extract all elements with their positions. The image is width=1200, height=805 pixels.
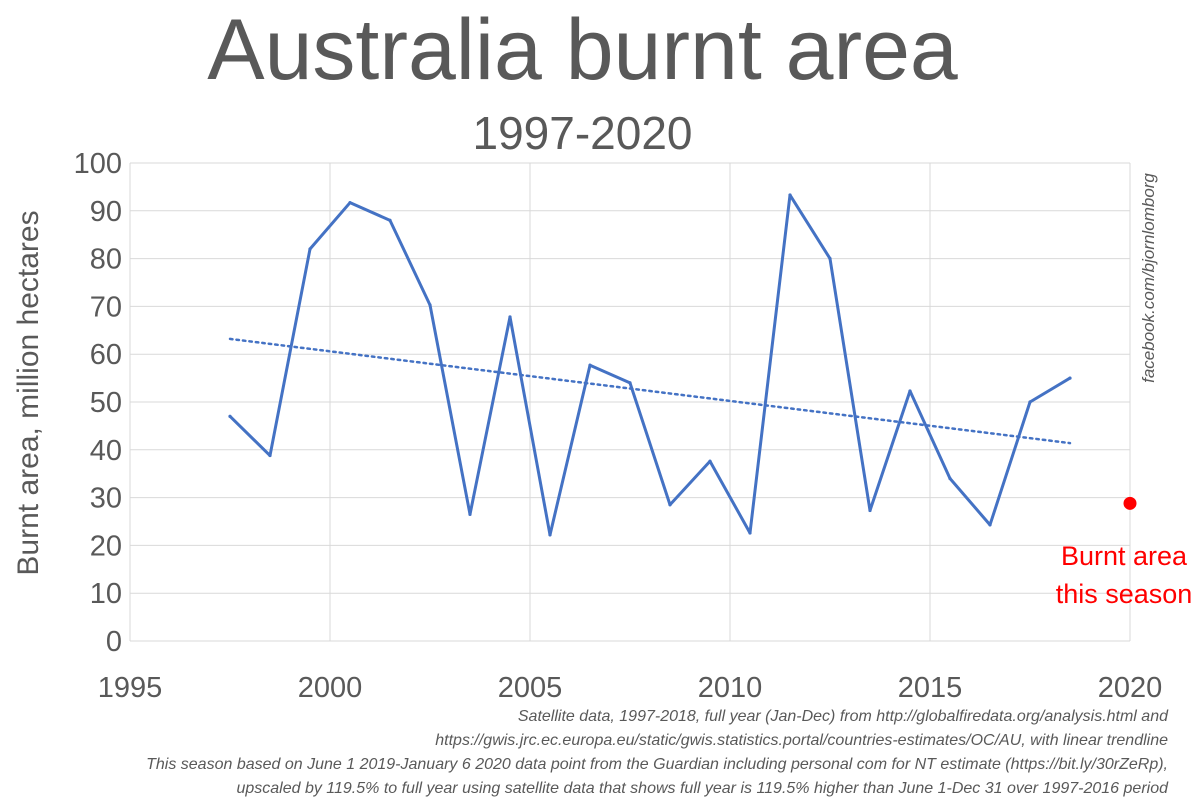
data-point — [948, 476, 952, 481]
y-tick-label: 60 — [90, 339, 122, 371]
x-tick-label: 2020 — [1098, 672, 1163, 700]
y-tick-label: 30 — [90, 483, 122, 515]
data-point — [548, 533, 552, 537]
series-line-segment — [788, 193, 832, 261]
y-tick-label: 70 — [90, 291, 122, 323]
data-point — [1068, 376, 1072, 380]
y-tick-label: 90 — [90, 196, 122, 228]
trendline — [228, 337, 1072, 445]
series-line-segment — [868, 389, 912, 513]
footnote-line-3: This season based on June 1 2019-January… — [146, 756, 1168, 773]
y-tick-label: 0 — [106, 626, 122, 658]
series-line-segment — [268, 247, 312, 458]
x-tick-label: 2010 — [698, 672, 763, 700]
data-point — [988, 523, 992, 527]
data-point — [588, 363, 592, 367]
data-point — [788, 193, 792, 197]
series-line-segment — [748, 193, 792, 535]
series-line-segment — [308, 201, 352, 251]
series-line-segment — [1028, 376, 1072, 404]
y-tick-label: 40 — [90, 435, 122, 467]
data-point — [268, 453, 272, 458]
series-line-segment — [468, 315, 512, 516]
series-line-segment — [708, 459, 752, 535]
grid-lines — [129, 162, 1131, 642]
x-tick-label: 2005 — [498, 672, 563, 700]
series-line-segment — [908, 389, 952, 480]
series-line-segment — [988, 400, 1032, 527]
data-point — [228, 414, 232, 418]
series-line-segment — [948, 476, 992, 527]
series-line-segment — [388, 218, 432, 307]
footnote-line-2: https://gwis.jrc.ec.europa.eu/static/gwi… — [435, 732, 1168, 749]
this-season-point — [1123, 496, 1137, 510]
x-tick-label: 2000 — [298, 672, 363, 700]
series-line-segment — [668, 459, 712, 507]
data-point — [468, 512, 472, 516]
data-point — [1028, 400, 1032, 404]
data-point — [748, 531, 752, 535]
data-point — [708, 459, 712, 463]
series-line-segment — [508, 315, 552, 537]
y-axis-ticks: 0 10 20 30 40 50 60 70 80 90 100 — [74, 148, 122, 658]
y-tick-label: 20 — [90, 530, 122, 562]
annotation-line: Burnt area — [1061, 541, 1188, 571]
annotation-line: this season — [1056, 579, 1193, 609]
x-tick-label: 2015 — [898, 672, 963, 700]
highlight-group — [1123, 496, 1137, 510]
y-tick-label: 80 — [90, 244, 122, 276]
y-tick-label: 10 — [90, 578, 122, 610]
footnote-line-4: upscaled by 119.5% to full year using sa… — [236, 780, 1168, 797]
footnote-line-1: Satellite data, 1997-2018, full year (Ja… — [517, 708, 1168, 725]
data-point — [348, 201, 352, 205]
series-line-segment — [588, 363, 632, 385]
chart-title: Australia burnt area — [207, 2, 958, 98]
data-series — [228, 193, 1072, 537]
data-point — [908, 389, 912, 393]
x-axis-ticks: 1995 2000 2005 2010 2015 2020 — [98, 672, 1163, 700]
series-line-segment — [628, 381, 672, 507]
y-tick-label: 100 — [74, 148, 122, 180]
data-point — [308, 247, 312, 251]
series-line-segment — [548, 363, 592, 537]
series-line-segment — [348, 201, 392, 222]
trendline-segment — [228, 337, 1072, 445]
data-point — [868, 508, 872, 513]
y-tick-label: 50 — [90, 387, 122, 419]
series-line-segment — [428, 303, 472, 516]
data-point — [428, 303, 432, 307]
data-point — [668, 503, 672, 507]
data-point — [828, 257, 832, 261]
series-line-segment — [228, 414, 272, 458]
data-point — [628, 381, 632, 385]
line-chart: 0 10 20 30 40 50 60 70 80 90 100 1995 2000 2005 2010 2… — [12, 148, 1193, 700]
series-line-segment — [828, 257, 872, 513]
data-point — [388, 218, 392, 222]
data-point — [508, 315, 512, 319]
x-tick-label: 1995 — [98, 672, 163, 700]
chart-subtitle: 1997-2020 — [472, 107, 693, 159]
y-axis-label: Burnt area, million hectares — [12, 210, 45, 575]
annotation-group: Burnt area this season — [1056, 541, 1193, 609]
watermark-text: facebook.com/bjornlomborg — [1139, 173, 1158, 383]
